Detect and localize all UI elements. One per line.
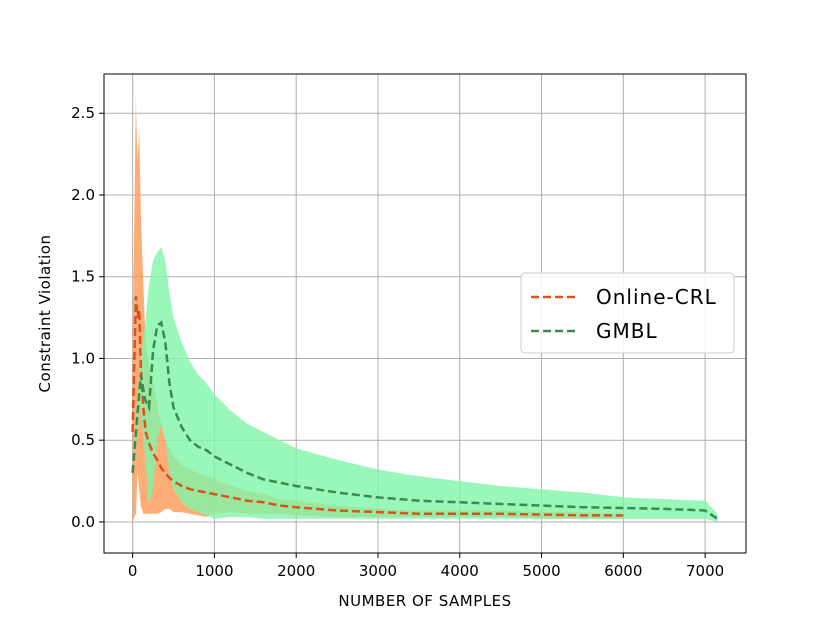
series-lines xyxy=(131,296,719,520)
legend: Online-CRL GMBL xyxy=(520,272,735,354)
x-tick-label: 5000 xyxy=(522,562,560,580)
legend-box xyxy=(520,272,735,354)
axis-ticks: 0 1000 2000 3000 4000 5000 6000 7000 0.0 0.5 1.0 1.… xyxy=(71,104,724,580)
legend-label-online-crl: Online-CRL xyxy=(596,285,717,309)
y-tick-label: 2.5 xyxy=(71,104,95,122)
x-axis-label: NUMBER OF SAMPLES xyxy=(338,592,511,610)
legend-label-gmbl: GMBL xyxy=(596,319,658,343)
y-tick-label: 1.5 xyxy=(71,268,95,286)
y-tick-label: 0.0 xyxy=(71,513,95,531)
y-tick-label: 2.0 xyxy=(71,186,95,204)
y-axis-label: Constraint Violation xyxy=(36,235,54,393)
series-line-online-crl xyxy=(131,296,624,517)
series-line-gmbl xyxy=(131,320,719,520)
band-gmbl xyxy=(132,247,718,522)
confidence-bands xyxy=(132,96,718,522)
x-tick-label: 1000 xyxy=(195,562,233,580)
x-tick-label: 2000 xyxy=(277,562,315,580)
y-tick-label: 0.5 xyxy=(71,431,95,449)
x-tick-label: 3000 xyxy=(359,562,397,580)
x-tick-label: 6000 xyxy=(604,562,642,580)
x-tick-label: 7000 xyxy=(686,562,724,580)
x-tick-label: 0 xyxy=(128,562,138,580)
y-tick-label: 1.0 xyxy=(71,349,95,367)
plot-frame xyxy=(103,73,747,554)
x-tick-label: 4000 xyxy=(441,562,479,580)
